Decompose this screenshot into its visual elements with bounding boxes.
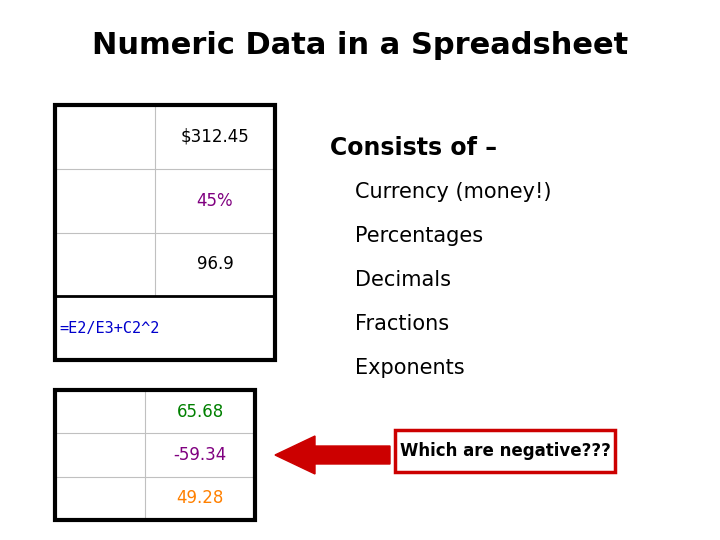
Text: -59.34: -59.34 <box>174 446 227 464</box>
Text: 65.68: 65.68 <box>176 403 224 421</box>
Text: $312.45: $312.45 <box>181 128 249 146</box>
Bar <box>395 430 615 472</box>
Text: Percentages: Percentages <box>355 226 483 246</box>
Text: Numeric Data in a Spreadsheet: Numeric Data in a Spreadsheet <box>92 30 628 59</box>
Bar <box>55 105 275 360</box>
Text: 96.9: 96.9 <box>197 255 233 273</box>
Text: 45%: 45% <box>197 192 233 210</box>
Bar <box>55 296 275 360</box>
Text: =E2/E3+C2^2: =E2/E3+C2^2 <box>59 321 159 336</box>
Bar <box>55 390 255 520</box>
FancyArrow shape <box>275 436 390 474</box>
Text: 49.28: 49.28 <box>176 489 224 508</box>
Text: Decimals: Decimals <box>355 270 451 290</box>
Text: Fractions: Fractions <box>355 314 449 334</box>
Text: Which are negative???: Which are negative??? <box>400 442 611 460</box>
Bar <box>55 105 275 360</box>
Bar <box>55 390 255 520</box>
Text: Consists of –: Consists of – <box>330 136 497 160</box>
Text: Exponents: Exponents <box>355 358 464 378</box>
Text: Currency (money!): Currency (money!) <box>355 182 552 202</box>
